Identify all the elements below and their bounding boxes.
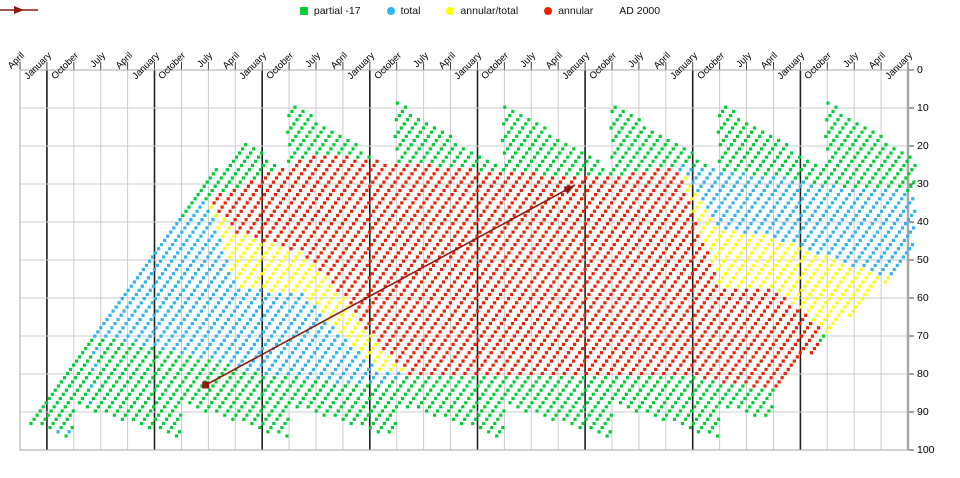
legend-label: total: [400, 5, 421, 17]
y-tick-label: 50: [917, 254, 929, 266]
legend-item-ad-2000: AD 2000: [0, 5, 661, 17]
circle-marker-icon: [544, 7, 553, 15]
circle-marker-icon: [446, 7, 455, 15]
circle-marker-icon: [386, 7, 395, 15]
y-tick-label: 0: [917, 64, 923, 76]
legend-label: annular/total: [460, 5, 519, 17]
y-tick-label: 90: [917, 406, 929, 418]
legend: partial -17 total annular/total annular AD 2…: [0, 5, 960, 17]
square-marker-icon: [299, 7, 308, 15]
y-tick-label: 100: [917, 444, 935, 456]
ad2000-line: [202, 184, 576, 389]
ad2000-arrow-icon: [0, 6, 38, 14]
legend-label: AD 2000: [619, 5, 661, 17]
legend-item-annular-total: annular/total: [446, 5, 518, 17]
legend-label: annular: [558, 5, 594, 17]
y-tick-label: 30: [917, 178, 929, 190]
y-tick-label: 40: [917, 216, 929, 228]
legend-item-total: total: [386, 5, 421, 17]
y-tick-label: 10: [917, 102, 929, 114]
legend-item-partial-17: partial -17: [299, 5, 361, 17]
y-tick-label: 60: [917, 292, 929, 304]
y-tick-label: 80: [917, 368, 929, 380]
legend-label: partial -17: [313, 5, 361, 17]
y-tick-label: 70: [917, 330, 929, 342]
y-tick-label: 20: [917, 140, 929, 152]
legend-item-annular: annular: [544, 5, 593, 17]
